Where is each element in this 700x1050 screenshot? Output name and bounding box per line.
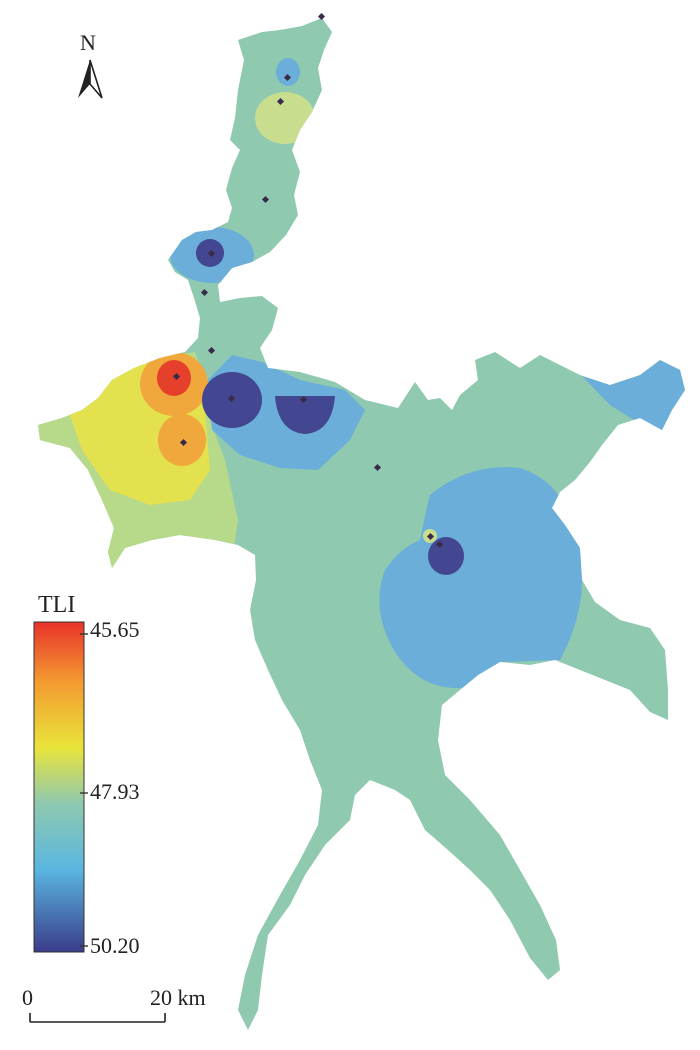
station-marker	[426, 532, 435, 541]
legend-min-label: 50.20	[90, 933, 140, 958]
station-marker	[179, 438, 188, 447]
station-marker	[227, 394, 236, 403]
north-label: N	[80, 30, 96, 55]
central-indigo-zone-east	[275, 396, 335, 434]
legend-title: TLI	[38, 592, 76, 618]
north-yellow-patch	[255, 92, 315, 144]
east-lobe-blue-zone	[582, 360, 685, 440]
station-marker	[283, 73, 292, 82]
station-marker	[373, 463, 382, 472]
station-marker	[317, 12, 326, 21]
red-zone	[157, 360, 191, 396]
north-blue-patch	[276, 58, 300, 86]
station-marker	[207, 346, 216, 355]
north-arrow-icon	[78, 59, 103, 99]
scale-distance-label: 20 km	[150, 985, 206, 1010]
scale-bar	[29, 1013, 166, 1023]
legend-colorbar	[33, 621, 88, 953]
southeast-blue-zone	[379, 467, 583, 689]
station-marker	[207, 249, 216, 258]
station-marker	[299, 395, 308, 404]
orange-zone-south	[158, 414, 206, 466]
southeast-indigo-zone	[428, 537, 464, 575]
station-marker	[172, 372, 181, 381]
legend-mid-label: 47.93	[90, 779, 140, 804]
legend-max-label: 45.65	[90, 617, 140, 642]
station-marker	[276, 97, 285, 106]
station-marker	[435, 540, 444, 549]
scale-zero-label: 0	[22, 985, 33, 1010]
station-marker	[261, 195, 270, 204]
station-marker	[200, 288, 209, 297]
station-markers	[172, 12, 444, 549]
